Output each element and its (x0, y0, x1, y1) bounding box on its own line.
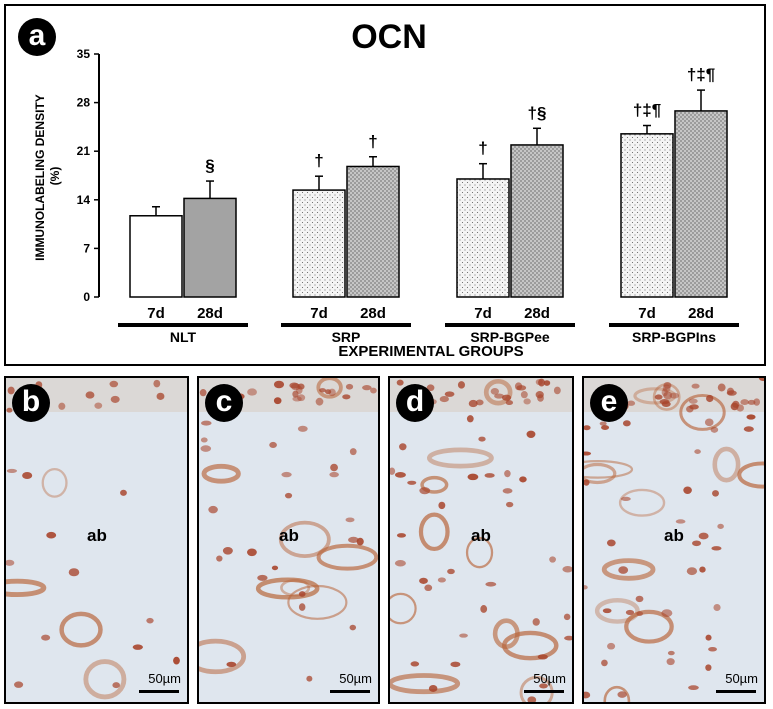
significance-mark: † (314, 151, 323, 170)
group-label: SRP (332, 329, 361, 345)
bar-time-label: 7d (310, 305, 328, 322)
bar (456, 178, 510, 298)
y-axis-label-line1: IMMUNOLABELING DENSITY (33, 94, 47, 261)
group-underline (445, 323, 575, 327)
y-tick-label: 7 (83, 241, 90, 255)
micrograph-panel-e: e ab 50µm (582, 376, 766, 704)
significance-mark: § (205, 156, 214, 175)
y-tick-label: 14 (77, 193, 91, 207)
significance-mark: †‡¶ (687, 65, 715, 84)
group-underline (118, 323, 248, 327)
chart-title: OCN (351, 18, 427, 56)
scale-bar (524, 690, 564, 693)
micrograph-panel-d: d ab 50µm (388, 376, 574, 704)
x-axis-label: EXPERIMENTAL GROUPS (338, 343, 523, 360)
scale-bar-label: 50µm (148, 671, 181, 686)
alveolar-bone-label: ab (87, 526, 107, 545)
bar (346, 165, 400, 298)
significance-mark: †§ (528, 103, 547, 122)
panel-letter-b: b (12, 384, 50, 422)
alveolar-bone-label: ab (664, 526, 684, 545)
bar (510, 144, 564, 298)
bar (674, 110, 728, 298)
significance-mark: †‡¶ (633, 101, 661, 120)
group-label: SRP-BGPee (470, 329, 550, 345)
scale-bar-label: 50µm (339, 671, 372, 686)
group-underline (281, 323, 411, 327)
group-underline (609, 323, 739, 327)
micrograph-texture (6, 378, 187, 702)
scale-bar (139, 690, 179, 693)
chart-panel-a: a OCN IMMUNOLABELING DENSITY (%) 0 7 14 21 2… (4, 4, 766, 366)
scale-bar (716, 690, 756, 693)
bar (292, 189, 346, 298)
scale-bar-label: 50µm (533, 671, 566, 686)
bar-time-label: 7d (147, 305, 165, 322)
significance-mark: † (368, 132, 377, 151)
panel-letter-c: c (205, 384, 243, 422)
bar-time-label: 7d (638, 305, 656, 322)
bar (183, 197, 237, 298)
micrograph-panel-c: c ab 50µm (197, 376, 380, 704)
ocn-bar-chart: OCN IMMUNOLABELING DENSITY (%) 0 7 14 21 28 3… (33, 18, 739, 360)
alveolar-bone-label: ab (279, 526, 299, 545)
scale-bar (330, 690, 370, 693)
bar-time-label: 7d (474, 305, 492, 322)
group-label: NLT (170, 329, 197, 345)
y-tick-label: 0 (83, 290, 90, 304)
bar-time-label: 28d (360, 305, 386, 322)
scale-bar-label: 50µm (725, 671, 758, 686)
bar (129, 215, 183, 298)
micrograph-texture (199, 378, 378, 702)
y-tick-label: 28 (77, 96, 91, 110)
micrograph-panel-b: b ab 50µm (4, 376, 189, 704)
alveolar-bone-label: ab (471, 526, 491, 545)
panel-letter-a: a (18, 18, 56, 56)
y-tick-label: 21 (77, 144, 91, 158)
significance-mark: † (478, 139, 487, 158)
panel-letter-d: d (396, 384, 434, 422)
y-tick-label: 35 (77, 47, 91, 61)
y-axis-label-line2: (%) (48, 167, 62, 186)
bar-time-label: 28d (197, 305, 223, 322)
panel-letter-e: e (590, 384, 628, 422)
bar-time-label: 28d (524, 305, 550, 322)
bar-time-label: 28d (688, 305, 714, 322)
y-axis-label: IMMUNOLABELING DENSITY (%) (33, 91, 62, 261)
micrograph-texture (584, 378, 764, 702)
bar (620, 133, 674, 298)
group-label: SRP-BGPIns (632, 329, 716, 345)
